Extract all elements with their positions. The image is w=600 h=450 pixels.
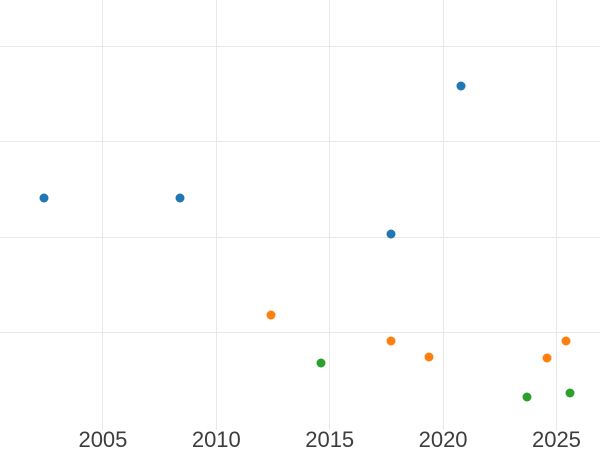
horizontal-gridline bbox=[0, 141, 600, 143]
vertical-gridline bbox=[329, 0, 331, 430]
horizontal-gridline bbox=[0, 236, 600, 238]
horizontal-gridline bbox=[0, 331, 600, 333]
x-axis-tick-label: 2025 bbox=[531, 427, 581, 450]
data-point-series-orange bbox=[266, 310, 276, 320]
x-axis-tick-label: 2020 bbox=[418, 427, 468, 450]
x-axis-tick-label: 2010 bbox=[191, 427, 241, 450]
data-point-series-blue bbox=[175, 193, 185, 203]
data-point-series-orange bbox=[542, 353, 552, 363]
vertical-gridline bbox=[555, 0, 557, 430]
data-point-series-orange bbox=[561, 336, 571, 346]
x-axis-tick-label: 2015 bbox=[305, 427, 355, 450]
data-point-series-blue bbox=[39, 193, 49, 203]
vertical-gridline bbox=[102, 0, 104, 430]
data-point-series-orange bbox=[424, 352, 434, 362]
horizontal-gridline bbox=[0, 46, 600, 48]
data-point-series-orange bbox=[386, 336, 396, 346]
data-point-series-green bbox=[565, 388, 575, 398]
data-point-series-blue bbox=[386, 229, 396, 239]
vertical-gridline bbox=[215, 0, 217, 430]
vertical-gridline bbox=[442, 0, 444, 430]
data-point-series-blue bbox=[456, 81, 466, 91]
data-point-series-green bbox=[522, 392, 532, 402]
data-point-series-green bbox=[316, 358, 326, 368]
x-axis-tick-label: 2005 bbox=[78, 427, 128, 450]
